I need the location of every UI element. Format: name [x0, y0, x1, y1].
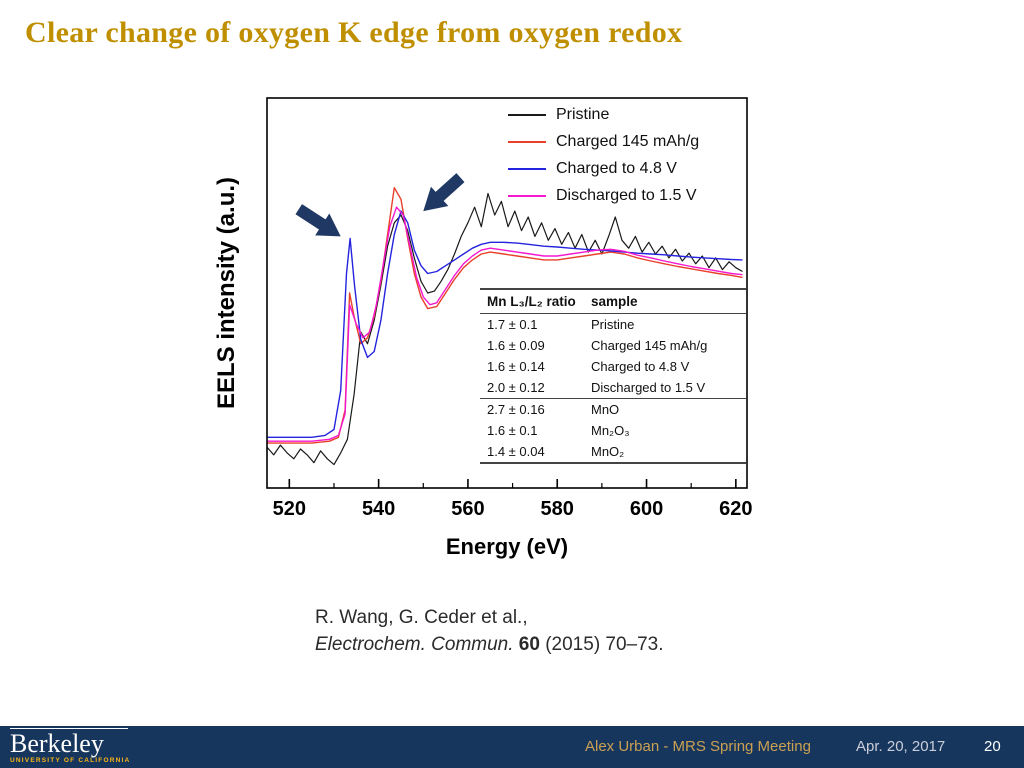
logo-wordmark: Berkeley: [10, 729, 104, 758]
cell-ratio: 2.7 ± 0.16: [487, 402, 545, 417]
legend-label: Pristine: [556, 106, 610, 123]
cell-ratio: 2.0 ± 0.12: [480, 377, 584, 399]
legend-label: Charged 145 mAh/g: [556, 133, 700, 150]
cell-ratio: 1.7 ± 0.1: [487, 317, 538, 332]
citation-pages: (2015) 70–73.: [545, 634, 664, 655]
cell-ratio: 1.6 ± 0.1: [487, 423, 538, 438]
chart-series-group: [266, 186, 743, 466]
citation-authors: R. Wang, G. Ceder et al.,: [315, 607, 528, 628]
cell-sample: Charged to 4.8 V: [591, 359, 690, 374]
footer-credit: Alex Urban - MRS Spring Meeting: [585, 738, 811, 755]
cell-sample: Discharged to 1.5 V: [584, 377, 746, 399]
logo-rule: [10, 728, 128, 729]
chart-legend: Pristine Charged 145 mAh/g Charged to 4.8 …: [508, 104, 699, 212]
table-row: 1.7 ± 0.1 Pristine: [480, 314, 746, 336]
tick-label: 620: [719, 498, 752, 520]
annotation-arrow: [423, 173, 465, 212]
tick-label: 560: [451, 498, 484, 520]
tick-label: 600: [630, 498, 663, 520]
legend-label: Charged to 4.8 V: [556, 160, 677, 177]
footer-bar: Berkeley UNIVERSITY OF CALIFORNIA Alex U…: [0, 726, 1024, 768]
x-axis-ticks: 520 540 560 580 600 620: [273, 479, 753, 520]
legend-label: Discharged to 1.5 V: [556, 187, 697, 204]
slide-title: Clear change of oxygen K edge from oxyge…: [25, 16, 683, 49]
cell-sample: MnO₂: [591, 444, 625, 459]
x-axis-label: Energy (eV): [446, 534, 568, 559]
cell-sample: Charged 145 mAh/g: [591, 338, 708, 353]
citation-journal: Electrochem. Commun.: [315, 634, 514, 655]
table-header-ratio: Mn L₃/L₂ ratio: [480, 289, 584, 314]
eels-spectrum-chart: 520 540 560 580 600 620 EELS intensity (a.u.)…: [213, 97, 753, 559]
table-row: 1.4 ± 0.04 MnO₂: [480, 441, 746, 463]
legend-item: Pristine: [508, 104, 699, 126]
tick-label: 520: [273, 498, 306, 520]
legend-swatch: [508, 141, 546, 143]
citation-reference: Electrochem. Commun. 60 (2015) 70–73.: [315, 631, 664, 658]
cell-sample: MnO: [591, 402, 620, 417]
cell-sample: Pristine: [591, 317, 635, 332]
citation: R. Wang, G. Ceder et al., Electrochem. C…: [315, 604, 664, 658]
table-row: 2.0 ± 0.12 Discharged to 1.5 V: [480, 377, 746, 399]
cell-ratio: 1.6 ± 0.14: [487, 359, 545, 374]
annotation-arrows: [295, 173, 465, 237]
annotation-arrow: [295, 204, 341, 237]
table-header-sample: sample: [584, 289, 746, 314]
legend-item: Discharged to 1.5 V: [508, 185, 699, 207]
series-line: [266, 192, 743, 466]
series-line: [267, 206, 743, 442]
legend-item: Charged 145 mAh/g: [508, 131, 699, 153]
citation-volume: 60: [518, 634, 540, 655]
table-row: 2.7 ± 0.16 MnO: [480, 399, 746, 421]
cell-sample: Mn₂O₃: [591, 423, 630, 438]
tick-label: 580: [541, 498, 574, 520]
y-axis-label: EELS intensity (a.u.): [213, 177, 240, 409]
table-row: 1.6 ± 0.1 Mn₂O₃: [480, 420, 746, 441]
footer-date: Apr. 20, 2017: [856, 738, 946, 755]
cell-ratio: 1.6 ± 0.09: [487, 338, 545, 353]
table-row: 1.6 ± 0.09 Charged 145 mAh/g: [480, 335, 746, 356]
mn-ratio-table: Mn L₃/L₂ ratio sample 1.7 ± 0.1 Pristine 1…: [480, 288, 746, 464]
table-header-row: Mn L₃/L₂ ratio sample: [480, 289, 746, 314]
legend-swatch: [508, 168, 546, 170]
plot-frame: [266, 97, 748, 489]
eels-figure: 520 540 560 580 600 620 EELS intensity (a.u.)…: [212, 90, 760, 578]
tick-label: 540: [362, 498, 395, 520]
series-line: [267, 210, 743, 438]
footer-page-number: 20: [984, 738, 1001, 755]
logo-subtitle: UNIVERSITY OF CALIFORNIA: [10, 757, 131, 764]
legend-swatch: [508, 195, 546, 197]
table-row: 1.6 ± 0.14 Charged to 4.8 V: [480, 356, 746, 377]
legend-item: Charged to 4.8 V: [508, 158, 699, 180]
berkeley-logo: Berkeley UNIVERSITY OF CALIFORNIA: [10, 728, 150, 764]
legend-swatch: [508, 114, 546, 116]
cell-ratio: 1.4 ± 0.04: [487, 444, 545, 459]
